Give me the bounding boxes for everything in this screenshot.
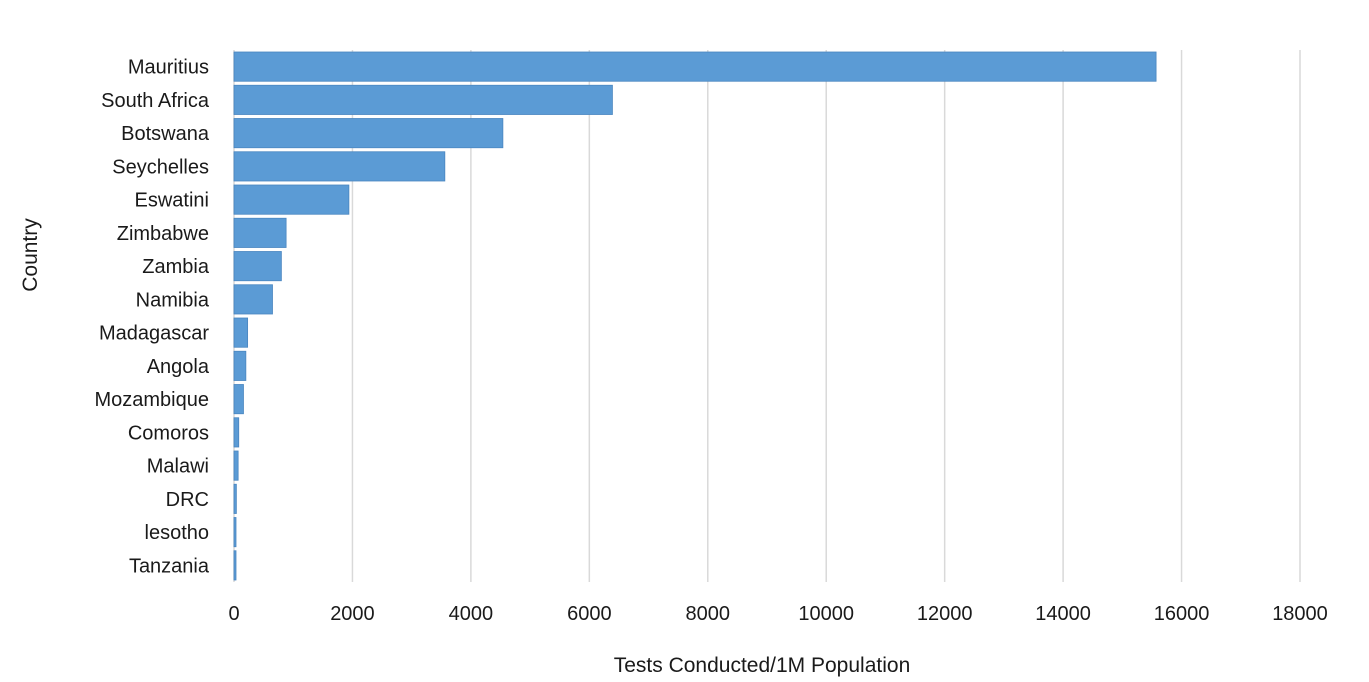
category-label: DRC <box>166 489 209 511</box>
bar-mozambique <box>233 384 244 415</box>
bar-zambia <box>233 251 282 282</box>
x-tick-label: 10000 <box>798 603 854 625</box>
category-label: Botswana <box>121 123 210 145</box>
x-tick-label: 18000 <box>1272 603 1328 625</box>
x-tick-labels: 0 2000 4000 6000 8000 10000 12000 14000 16000 180… <box>228 603 1327 625</box>
category-label: Madagascar <box>99 323 209 345</box>
x-axis-title: Tests Conducted/1M Population <box>614 654 911 677</box>
bar-mauritius <box>233 51 1157 82</box>
bar-namibia <box>233 284 273 315</box>
category-label: lesotho <box>145 522 210 544</box>
category-labels: Mauritius South Africa Botswana Seychelles E… <box>94 57 209 578</box>
bar-seychelles <box>233 151 446 182</box>
bar-malawi <box>233 450 239 481</box>
category-label: Namibia <box>136 289 210 311</box>
category-label: Zimbabwe <box>117 223 209 245</box>
category-label: Eswatini <box>135 190 209 212</box>
x-tick-label: 12000 <box>917 603 973 625</box>
category-label: Angola <box>147 356 210 378</box>
x-tick-label: 8000 <box>686 603 731 625</box>
x-tick-label: 14000 <box>1035 603 1091 625</box>
x-tick-label: 2000 <box>330 603 375 625</box>
bar-south-africa <box>233 84 613 115</box>
category-label: Tanzania <box>129 555 210 577</box>
x-tick-label: 16000 <box>1154 603 1210 625</box>
category-label: Comoros <box>128 422 209 444</box>
y-axis-title: Country <box>19 218 42 292</box>
bar-lesotho <box>233 517 237 548</box>
x-tick-label: 6000 <box>567 603 612 625</box>
category-label: Zambia <box>142 256 210 278</box>
x-tick-label: 4000 <box>449 603 494 625</box>
bar-tanzania <box>233 550 237 581</box>
bar-drc <box>233 483 237 514</box>
bars <box>233 51 1157 581</box>
bar-angola <box>233 350 247 381</box>
bar-madagascar <box>233 317 249 348</box>
category-label: Mozambique <box>94 389 209 411</box>
category-label: South Africa <box>101 90 210 112</box>
bar-botswana <box>233 118 504 149</box>
category-label: Malawi <box>147 456 209 478</box>
bar-eswatini <box>233 184 350 215</box>
bar-zimbabwe <box>233 217 287 248</box>
bar-comoros <box>233 417 240 448</box>
category-label: Mauritius <box>128 57 209 79</box>
x-tick-label: 0 <box>228 603 239 625</box>
category-label: Seychelles <box>112 156 209 178</box>
